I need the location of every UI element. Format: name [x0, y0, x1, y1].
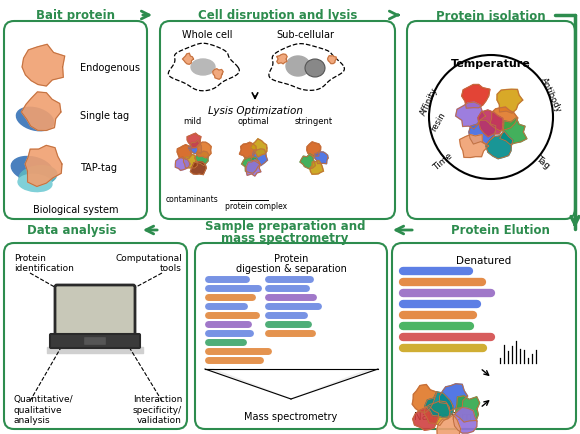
- Polygon shape: [213, 69, 223, 80]
- Text: Mass spectrometry: Mass spectrometry: [244, 411, 338, 421]
- Text: Protein Elution: Protein Elution: [451, 224, 549, 237]
- Text: Time: Time: [432, 151, 454, 172]
- Polygon shape: [310, 161, 324, 175]
- Text: Single tag: Single tag: [80, 111, 129, 121]
- Polygon shape: [197, 143, 211, 158]
- Text: contaminants: contaminants: [166, 195, 219, 204]
- Text: Native form: Native form: [414, 411, 476, 421]
- Polygon shape: [328, 56, 336, 65]
- Polygon shape: [246, 161, 261, 177]
- Text: Tag: Tag: [534, 153, 552, 170]
- Ellipse shape: [191, 60, 215, 76]
- Polygon shape: [412, 385, 437, 412]
- Text: Bait protein: Bait protein: [36, 10, 115, 23]
- Polygon shape: [177, 145, 191, 160]
- Text: resin: resin: [429, 111, 447, 133]
- Polygon shape: [194, 152, 209, 166]
- Polygon shape: [469, 121, 496, 145]
- Polygon shape: [175, 158, 190, 171]
- Text: Endogenous: Endogenous: [80, 63, 140, 73]
- Ellipse shape: [16, 108, 53, 132]
- Polygon shape: [454, 408, 477, 433]
- Text: Protein
identification: Protein identification: [14, 253, 74, 273]
- Polygon shape: [183, 54, 194, 65]
- Polygon shape: [188, 141, 202, 155]
- Polygon shape: [459, 135, 488, 158]
- Polygon shape: [21, 93, 61, 131]
- Polygon shape: [205, 369, 378, 399]
- Text: Denatured: Denatured: [456, 256, 512, 265]
- Text: Data analysis: Data analysis: [27, 224, 117, 237]
- Polygon shape: [190, 162, 206, 175]
- Ellipse shape: [11, 157, 53, 182]
- Polygon shape: [22, 45, 65, 87]
- Polygon shape: [187, 134, 201, 148]
- Polygon shape: [424, 401, 450, 425]
- Polygon shape: [242, 158, 260, 174]
- Text: optimal: optimal: [237, 117, 269, 126]
- Text: Protein: Protein: [274, 253, 308, 263]
- Text: Quantitative/
qualitative
analysis: Quantitative/ qualitative analysis: [14, 395, 74, 424]
- Text: Cell disruption and lysis: Cell disruption and lysis: [198, 10, 357, 23]
- Text: protein complex: protein complex: [225, 202, 287, 211]
- Text: Computational
tools: Computational tools: [115, 253, 182, 273]
- Polygon shape: [307, 142, 321, 157]
- Polygon shape: [183, 155, 197, 168]
- Polygon shape: [413, 407, 438, 430]
- Polygon shape: [490, 108, 518, 132]
- Polygon shape: [251, 139, 267, 158]
- Text: Antibody: Antibody: [539, 76, 563, 114]
- Ellipse shape: [18, 175, 52, 192]
- Polygon shape: [240, 143, 256, 160]
- Text: Whole cell: Whole cell: [182, 30, 232, 40]
- Polygon shape: [462, 85, 490, 109]
- Polygon shape: [486, 132, 513, 159]
- Text: Temperature: Temperature: [451, 59, 531, 69]
- Text: Biological system: Biological system: [32, 204, 118, 214]
- Text: Lysis Optimization: Lysis Optimization: [208, 106, 303, 116]
- Text: stringent: stringent: [295, 117, 333, 126]
- Text: Sub-cellular: Sub-cellular: [276, 30, 334, 40]
- Polygon shape: [314, 152, 328, 164]
- Polygon shape: [456, 103, 485, 130]
- Polygon shape: [499, 119, 527, 145]
- Circle shape: [429, 56, 553, 180]
- Polygon shape: [277, 55, 287, 65]
- Polygon shape: [439, 384, 467, 411]
- Ellipse shape: [19, 166, 57, 187]
- Text: Protein isolation: Protein isolation: [436, 10, 546, 23]
- Text: TAP-tag: TAP-tag: [80, 163, 117, 173]
- Text: mass spectrometry: mass spectrometry: [222, 232, 349, 245]
- Polygon shape: [300, 155, 316, 170]
- Ellipse shape: [286, 57, 310, 77]
- Text: mild: mild: [183, 117, 201, 126]
- FancyBboxPatch shape: [85, 338, 106, 345]
- Text: Sample preparation and: Sample preparation and: [205, 220, 365, 233]
- Polygon shape: [425, 392, 454, 418]
- Polygon shape: [251, 149, 267, 166]
- Ellipse shape: [305, 60, 325, 78]
- Polygon shape: [437, 415, 461, 434]
- FancyBboxPatch shape: [55, 285, 135, 337]
- FancyBboxPatch shape: [50, 334, 140, 348]
- Polygon shape: [478, 111, 503, 138]
- Polygon shape: [497, 90, 523, 114]
- Text: digestion & separation: digestion & separation: [235, 263, 346, 273]
- Polygon shape: [455, 396, 480, 422]
- Text: Interaction
specificity/
validation: Interaction specificity/ validation: [133, 395, 182, 424]
- Polygon shape: [25, 146, 62, 187]
- Text: Affinity: Affinity: [419, 86, 440, 117]
